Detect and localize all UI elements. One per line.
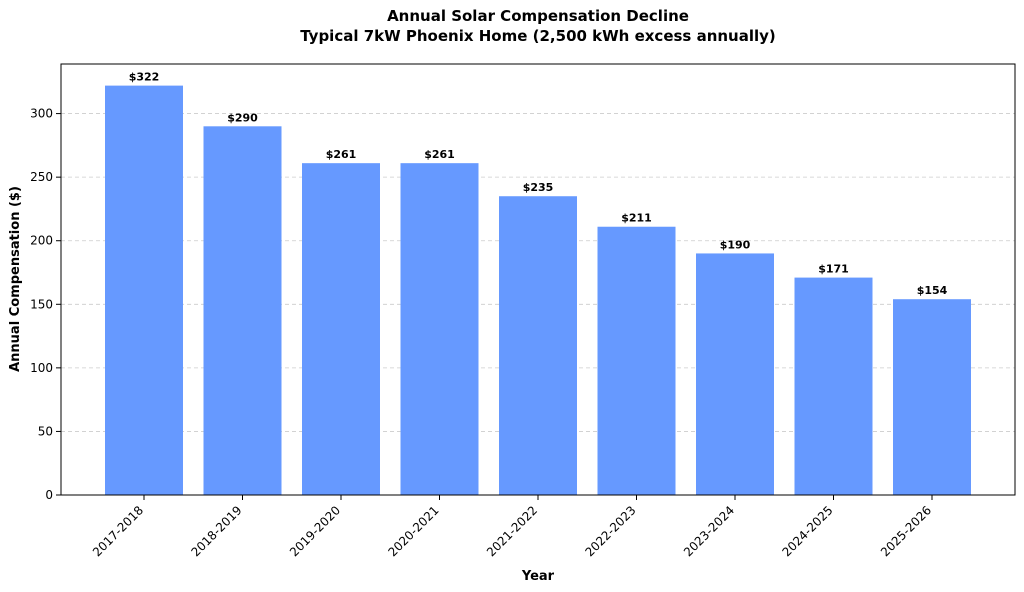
x-tick-label-2022-2023: 2022-2023 (582, 503, 638, 559)
y-tick-label-150: 150 (30, 297, 53, 311)
y-tick-label-250: 250 (30, 170, 53, 184)
bar-2020-2021 (400, 163, 479, 495)
x-tick-label-2019-2020: 2019-2020 (287, 503, 343, 559)
y-axis-ticks: 0 50 100 150 200 250 300 (30, 107, 61, 502)
bar-2021-2022 (499, 196, 577, 495)
y-tick-label-100: 100 (30, 361, 53, 375)
x-tick-label-2018-2019: 2018-2019 (188, 503, 244, 559)
x-axis-ticks: 2017-2018 2018-2019 2019-2020 2020-2021 2021… (90, 495, 934, 559)
bar-2019-2020 (302, 163, 380, 495)
data-label-2025-2026: $154 (917, 284, 948, 297)
chart-title: Annual Solar Compensation Decline (387, 7, 689, 25)
y-tick-label-300: 300 (30, 107, 53, 121)
y-axis-label: Annual Compensation ($) (8, 186, 23, 372)
x-tick-label-2020-2021: 2020-2021 (385, 503, 441, 559)
data-label-2019-2020: $261 (326, 148, 357, 161)
bar-2017-2018 (105, 85, 183, 495)
data-label-2018-2019: $290 (227, 111, 258, 124)
plot-frame (60, 63, 1016, 496)
x-tick-label-2024-2025: 2024-2025 (779, 503, 835, 559)
data-label-2022-2023: $211 (621, 212, 652, 225)
bar-2018-2019 (203, 126, 282, 495)
bars (105, 85, 971, 495)
chart-subtitle: Typical 7kW Phoenix Home (2,500 kWh exce… (300, 27, 776, 45)
data-label-2023-2024: $190 (720, 238, 751, 251)
bar-2025-2026 (893, 299, 971, 495)
data-label-2024-2025: $171 (818, 263, 849, 276)
data-label-2021-2022: $235 (523, 181, 554, 194)
data-label-2017-2018: $322 (129, 71, 160, 84)
data-labels: $322 $290 $261 $261 $235 $211 $190 $171 $154 (129, 71, 948, 298)
bar-2024-2025 (794, 277, 873, 495)
y-tick-label-50: 50 (38, 424, 53, 438)
data-label-2020-2021: $261 (424, 148, 455, 161)
x-tick-label-2025-2026: 2025-2026 (878, 503, 934, 559)
bar-2022-2023 (597, 226, 676, 495)
y-tick-label-0: 0 (45, 488, 53, 502)
bar-2023-2024 (696, 253, 774, 495)
x-tick-label-2023-2024: 2023-2024 (681, 503, 737, 559)
y-tick-label-200: 200 (30, 234, 53, 248)
x-axis-label: Year (521, 569, 555, 584)
x-tick-label-2017-2018: 2017-2018 (90, 503, 146, 559)
x-tick-label-2021-2022: 2021-2022 (484, 503, 540, 559)
